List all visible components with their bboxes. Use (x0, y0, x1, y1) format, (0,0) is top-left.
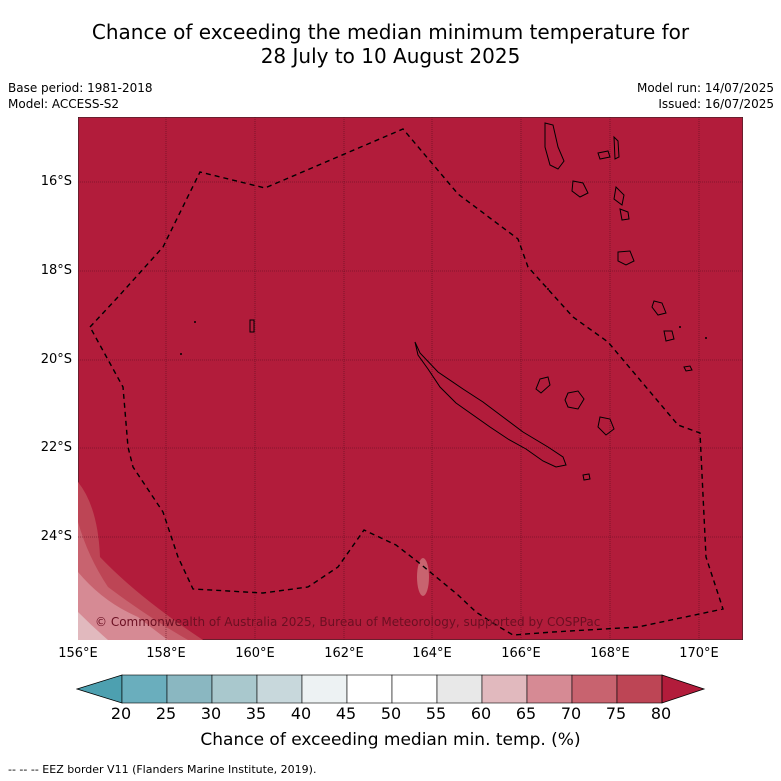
islet-6 (705, 337, 707, 339)
colorbar-segment (256, 674, 303, 704)
islet-1 (249, 319, 255, 333)
vanuatu-efate (619, 208, 630, 221)
colorbar-segment (346, 674, 393, 704)
lon-label-158e: 158°E (146, 646, 186, 661)
colorbar-tick-80: 80 (650, 704, 672, 723)
colorbar-segment (436, 674, 483, 704)
lon-label-168e: 168°E (590, 646, 630, 661)
vanuatu-aneityum (663, 330, 675, 342)
vanuatu-erromango (617, 250, 635, 266)
colorbar-tick-50: 50 (380, 704, 402, 723)
lon-label-160e: 160°E (235, 646, 275, 661)
colorbar-label: Chance of exceeding median min. temp. (%… (200, 730, 581, 750)
vanuatu-pentecost (613, 135, 620, 160)
gridlines (78, 117, 743, 640)
shade-60 (78, 612, 108, 640)
colorbar-tick-55: 55 (425, 704, 447, 723)
colorbar-segment (571, 674, 618, 704)
colorbar-tick-60: 60 (470, 704, 492, 723)
map-panel: © Commonwealth of Australia 2025, Bureau… (78, 117, 743, 640)
colorbar-segment (166, 674, 213, 704)
chart-title-line2: 28 July to 10 August 2025 (260, 44, 521, 68)
matthew-island (683, 365, 693, 372)
colorbar-extend-high (661, 674, 706, 704)
loyalty-island-1 (535, 376, 551, 394)
lat-label-16s: 16°S (40, 174, 72, 189)
eez-footnote: -- -- -- EEZ border V11 (Flanders Marine… (8, 763, 317, 776)
shade-spot (417, 558, 429, 596)
vanuatu-espiritu-santo (544, 122, 565, 170)
loyalty-island-2 (564, 390, 585, 410)
new-caledonia (414, 341, 567, 468)
vanuatu-tanna (651, 300, 667, 316)
lon-label-156e: 156°E (58, 646, 98, 661)
lon-label-164e: 164°E (412, 646, 452, 661)
colorbar (76, 674, 706, 704)
colorbar-segment (121, 674, 168, 704)
base-period: Base period: 1981-2018 (8, 81, 153, 95)
eez-border (89, 128, 724, 636)
colorbar-tick-45: 45 (335, 704, 357, 723)
colorbar-tick-25: 25 (155, 704, 177, 723)
colorbar-segment (616, 674, 663, 704)
lon-label-166e: 166°E (501, 646, 541, 661)
colorbar-tick-40: 40 (290, 704, 312, 723)
islet-4 (547, 288, 549, 290)
vanuatu-malekula (571, 180, 589, 198)
colorbar-tick-30: 30 (200, 704, 222, 723)
colorbar-segment (211, 674, 258, 704)
colorbar-segment (301, 674, 348, 704)
loyalty-island-3 (597, 416, 615, 436)
vanuatu-ambae (597, 150, 611, 160)
model-run: Model run: 14/07/2025 (636, 81, 774, 95)
lat-label-18s: 18°S (40, 263, 72, 278)
issued-date: Issued: 16/07/2025 (658, 97, 774, 111)
islet-3 (180, 353, 182, 355)
colorbar-segment (526, 674, 573, 704)
lat-label-22s: 22°S (40, 440, 72, 455)
chart-title-line1: Chance of exceeding the median minimum t… (91, 20, 690, 44)
lat-label-20s: 20°S (40, 352, 72, 367)
vanuatu-epi (613, 185, 625, 206)
lon-label-162e: 162°E (324, 646, 364, 661)
colorbar-tick-35: 35 (245, 704, 267, 723)
shade-65 (78, 572, 168, 640)
colorbar-segment (481, 674, 528, 704)
islet-2 (194, 321, 196, 323)
model-name: Model: ACCESS-S2 (8, 97, 120, 111)
colorbar-tick-20: 20 (110, 704, 132, 723)
map-background (78, 117, 743, 640)
lon-label-170e: 170°E (679, 646, 719, 661)
colorbar-tick-75: 75 (605, 704, 627, 723)
colorbar-segment (391, 674, 438, 704)
colorbar-tick-65: 65 (515, 704, 537, 723)
copyright-text: © Commonwealth of Australia 2025, Bureau… (95, 615, 600, 629)
colorbar-tick-70: 70 (560, 704, 582, 723)
colorbar-extend-low (76, 674, 123, 704)
isle-of-pines (582, 473, 591, 481)
lat-label-24s: 24°S (40, 529, 72, 544)
islet-5 (679, 326, 681, 328)
